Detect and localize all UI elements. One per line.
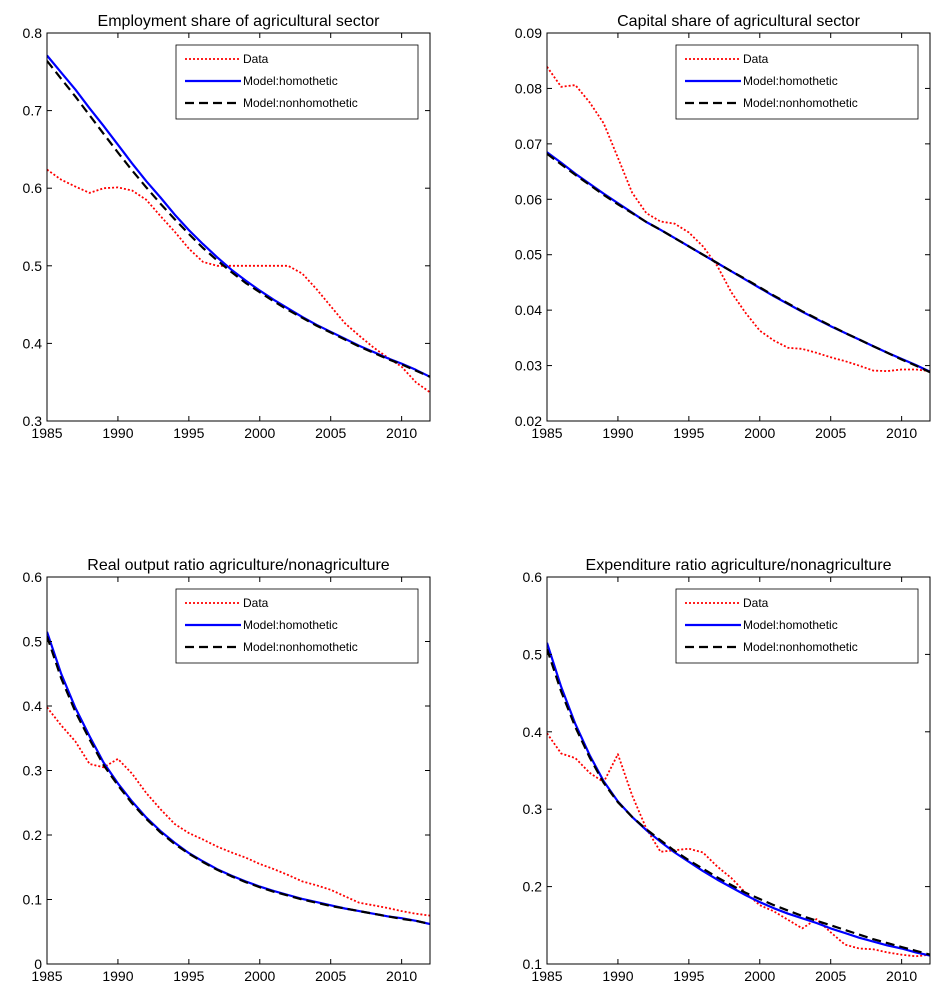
legend-label: Data xyxy=(743,596,769,610)
x-tick-label: 1985 xyxy=(531,968,562,984)
x-tick-label: 2000 xyxy=(744,425,775,441)
y-tick-label: 0.5 xyxy=(23,634,43,650)
x-tick-label: 2005 xyxy=(815,968,846,984)
legend-label: Model:homothetic xyxy=(743,618,838,632)
legend-label: Model:nonhomothetic xyxy=(743,640,858,654)
chart-title: Real output ratio agriculture/nonagricul… xyxy=(87,557,390,574)
x-tick-label: 2010 xyxy=(386,968,417,984)
legend-label: Model:nonhomothetic xyxy=(743,96,858,110)
y-tick-label: 0.06 xyxy=(515,191,542,207)
y-tick-label: 0.04 xyxy=(515,302,542,318)
chart-panel-1: 1985 1990 1995 2000 2005 2010 0.3 0.4 0.5 0.6 0.7 0… xyxy=(23,13,431,441)
series-line-data xyxy=(547,732,930,958)
y-tick-label: 0.4 xyxy=(23,335,43,351)
y-tick-label: 0.07 xyxy=(515,136,542,152)
series-line-model-nonhomothetic xyxy=(47,60,430,378)
x-tick-label: 1990 xyxy=(102,425,133,441)
y-tick-label: 0.2 xyxy=(523,879,543,895)
y-tick-label: 0 xyxy=(34,956,42,972)
x-tick-label: 1990 xyxy=(602,968,633,984)
y-tick-label: 0.6 xyxy=(523,569,543,585)
legend: Data Model:homothetic Model:nonhomothetic xyxy=(675,588,919,664)
y-tick-label: 0.02 xyxy=(515,413,542,429)
y-tick-label: 0.7 xyxy=(23,103,43,119)
legend-label: Data xyxy=(743,52,769,66)
x-tick-label: 1985 xyxy=(31,968,62,984)
legend-label: Data xyxy=(243,52,269,66)
chart-title: Employment share of agricultural sector xyxy=(98,13,381,30)
y-tick-label: 0.4 xyxy=(23,698,43,714)
y-tick-label: 0.3 xyxy=(523,801,543,817)
x-tick-label: 1985 xyxy=(31,425,62,441)
x-tick-label: 2000 xyxy=(244,425,275,441)
legend-label: Model:nonhomothetic xyxy=(243,96,358,110)
legend: Data Model:homothetic Model:nonhomothetic xyxy=(175,588,419,664)
y-tick-label: 0.03 xyxy=(515,358,542,374)
series-line-model-nonhomothetic xyxy=(547,648,930,956)
y-tick-label: 0.6 xyxy=(23,569,43,585)
x-tick-label: 2005 xyxy=(315,968,346,984)
x-tick-label: 2010 xyxy=(886,968,917,984)
legend: Data Model:homothetic Model:nonhomothetic xyxy=(175,44,419,120)
series-line-model-nonhomothetic xyxy=(47,635,430,926)
axis-box xyxy=(546,32,931,422)
y-tick-label: 0.3 xyxy=(23,763,43,779)
series-line-data xyxy=(547,66,930,373)
axis-box xyxy=(546,576,931,965)
series-line-data xyxy=(47,706,430,917)
series-line-model-nonhomothetic xyxy=(547,152,930,374)
chart-panel-3: 1985 1990 1995 2000 2005 2010 0 0.1 0.2 0.3 0.4 0.5… xyxy=(23,557,431,984)
y-tick-label: 0.3 xyxy=(23,413,43,429)
y-tick-label: 0.2 xyxy=(23,827,43,843)
y-tick-label: 0.5 xyxy=(523,646,543,662)
x-tick-label: 2010 xyxy=(886,425,917,441)
legend: Data Model:homothetic Model:nonhomothetic xyxy=(675,44,919,120)
x-tick-label: 1990 xyxy=(102,968,133,984)
legend-label: Model:homothetic xyxy=(243,618,338,632)
legend-label: Model:nonhomothetic xyxy=(243,640,358,654)
y-tick-label: 0.1 xyxy=(523,956,543,972)
x-tick-label: 2005 xyxy=(315,425,346,441)
x-tick-label: 2000 xyxy=(744,968,775,984)
legend-label: Data xyxy=(243,596,269,610)
y-tick-label: 0.1 xyxy=(23,892,43,908)
x-tick-label: 1985 xyxy=(531,425,562,441)
x-tick-label: 1995 xyxy=(673,425,704,441)
legend-label: Model:homothetic xyxy=(243,74,338,88)
series-line-data xyxy=(47,168,430,394)
x-tick-label: 1995 xyxy=(173,425,204,441)
y-tick-label: 0.5 xyxy=(23,258,43,274)
x-tick-label: 2010 xyxy=(386,425,417,441)
axis-box xyxy=(46,32,431,422)
chart-panel-2: 1985 1990 1995 2000 2005 2010 0.02 0.03 0.04 0.05… xyxy=(515,13,931,441)
legend-label: Model:homothetic xyxy=(743,74,838,88)
y-tick-label: 0.4 xyxy=(523,724,543,740)
x-tick-label: 1995 xyxy=(173,968,204,984)
x-tick-label: 2005 xyxy=(815,425,846,441)
x-tick-label: 2000 xyxy=(244,968,275,984)
y-tick-label: 0.08 xyxy=(515,80,542,96)
y-tick-label: 0.6 xyxy=(23,180,43,196)
chart-panel-4: 1985 1990 1995 2000 2005 2010 0.1 0.2 0.3 0.4 0.5 0… xyxy=(523,557,931,984)
chart-title: Expenditure ratio agriculture/nonagricul… xyxy=(586,557,892,574)
chart-title: Capital share of agricultural sector xyxy=(617,13,860,30)
y-tick-label: 0.8 xyxy=(23,25,43,41)
x-tick-label: 1990 xyxy=(602,425,633,441)
y-tick-label: 0.09 xyxy=(515,25,542,41)
x-tick-label: 1995 xyxy=(673,968,704,984)
y-tick-label: 0.05 xyxy=(515,247,542,263)
